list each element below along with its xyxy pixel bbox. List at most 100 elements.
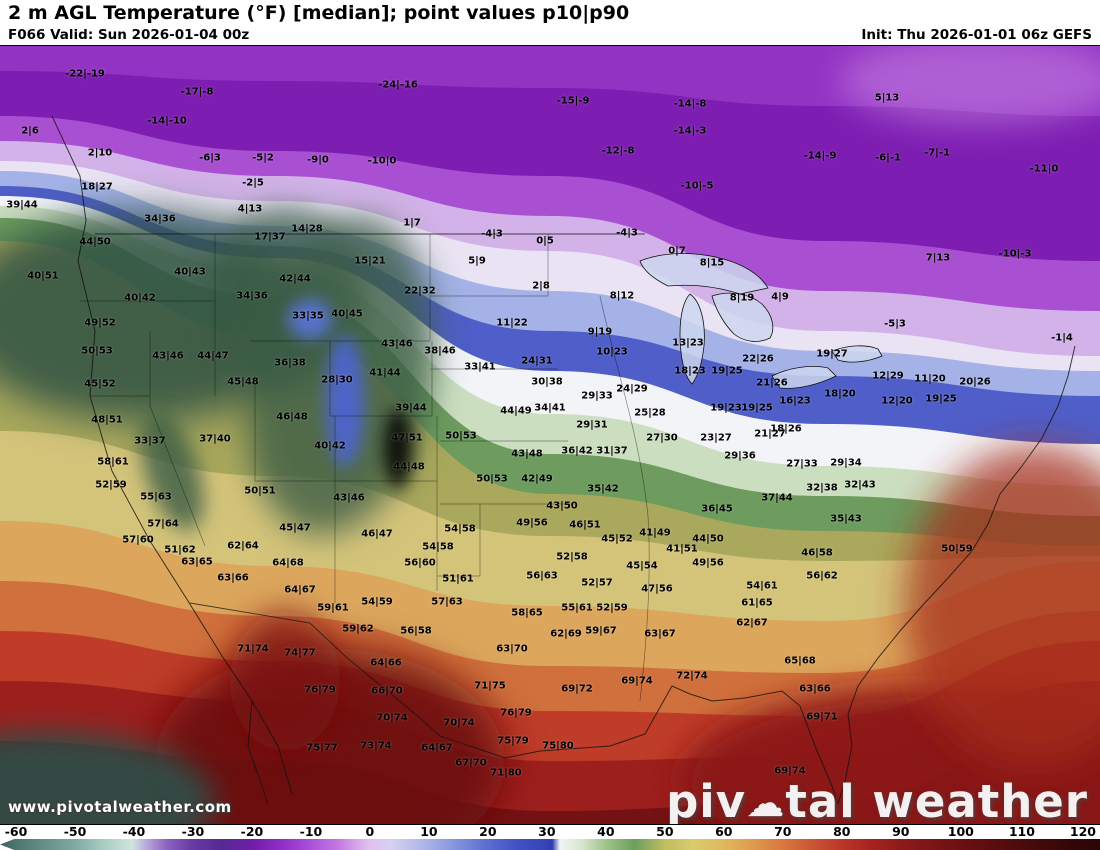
colorbar-tick: 10 (420, 824, 438, 839)
colorbar-tick: 100 (947, 824, 974, 839)
point-value: 50|51 (244, 485, 276, 497)
point-value: 59|62 (342, 623, 374, 635)
point-value: -17|-8 (180, 86, 214, 98)
point-value: 76|79 (304, 684, 336, 696)
title-bar: 2 m AGL Temperature (°F) [median]; point… (0, 0, 1100, 27)
point-value: 29|31 (576, 419, 608, 431)
colorbar-tick: -30 (181, 824, 205, 839)
point-value: 72|74 (676, 670, 708, 682)
point-value: 40|51 (27, 270, 59, 282)
point-value: 27|30 (646, 432, 678, 444)
point-value: 40|45 (331, 308, 363, 320)
point-value: 29|33 (581, 390, 613, 402)
colorbar-tick: 110 (1008, 824, 1035, 839)
point-value: 25|28 (634, 407, 666, 419)
point-value: 4|9 (771, 291, 789, 303)
point-value: 18|27 (81, 181, 113, 193)
point-value: 69|74 (621, 675, 653, 687)
colorbar-tick: 120 (1069, 824, 1096, 839)
point-value: 54|59 (361, 596, 393, 608)
colorbar: -60 -50 -40 -30 -20 -10 0 10 20 30 40 50 60 70 80 90 100… (0, 825, 1100, 850)
colorbar-tick: 90 (892, 824, 910, 839)
point-value: 42|49 (521, 473, 553, 485)
point-value: 30|38 (531, 376, 563, 388)
point-value: 55|61 (561, 602, 593, 614)
point-value: 36|45 (701, 503, 733, 515)
colorbar-tick: 70 (774, 824, 792, 839)
point-value: 75|77 (306, 742, 338, 754)
colorbar-tick: 30 (538, 824, 556, 839)
point-value: 49|56 (692, 557, 724, 569)
point-value: 75|79 (497, 735, 529, 747)
point-value: 59|61 (317, 602, 349, 614)
point-value: 65|68 (784, 655, 816, 667)
point-value: 41|44 (369, 367, 401, 379)
point-value: 44|47 (197, 350, 229, 362)
point-value: 29|34 (830, 457, 862, 469)
point-value: -9|0 (307, 154, 329, 166)
point-value: 13|23 (672, 337, 704, 349)
point-value: 70|74 (443, 717, 475, 729)
point-value: -14|-3 (673, 125, 707, 137)
point-value: 23|27 (700, 432, 732, 444)
point-value: 55|63 (140, 491, 172, 503)
colorbar-tick: -20 (240, 824, 264, 839)
point-value: 69|71 (806, 711, 838, 723)
point-value: 71|75 (474, 680, 506, 692)
valid-time: F066 Valid: Sun 2026-01-04 00z (8, 27, 250, 43)
point-value: 50|59 (941, 543, 973, 555)
point-value: 69|72 (561, 683, 593, 695)
point-value: 33|35 (292, 310, 324, 322)
colorbar-tick: 20 (479, 824, 497, 839)
point-value: -5|3 (884, 318, 906, 330)
point-value: 24|29 (616, 383, 648, 395)
point-value: 40|42 (314, 440, 346, 452)
great-lakes (639, 253, 883, 389)
point-value: 42|44 (279, 273, 311, 285)
point-value: 56|58 (400, 625, 432, 637)
point-value: -2|5 (242, 177, 264, 189)
point-value: 34|36 (236, 290, 268, 302)
point-value: 75|80 (542, 740, 574, 752)
point-value: 2|6 (21, 125, 39, 137)
point-value: 7|13 (925, 252, 951, 264)
point-value: 37|44 (761, 492, 793, 504)
geography-overlay (51, 115, 1076, 806)
point-value: 61|65 (741, 597, 773, 609)
point-value: 36|38 (274, 357, 306, 369)
state-borders (80, 234, 650, 702)
point-value: -10|-3 (998, 248, 1032, 260)
point-value: 43|46 (381, 338, 413, 350)
point-value: 11|22 (496, 317, 528, 329)
colorbar-tick: -10 (299, 824, 323, 839)
point-value: 63|70 (496, 643, 528, 655)
point-value: 12|29 (872, 370, 904, 382)
point-value: 2|8 (532, 280, 550, 292)
point-value: 29|36 (724, 450, 756, 462)
point-value: -14|-9 (803, 150, 837, 162)
point-value: 18|20 (824, 388, 856, 400)
point-value: 15|21 (354, 255, 386, 267)
point-value: -10|-5 (680, 180, 714, 192)
point-value: -6|3 (199, 152, 221, 164)
point-value: 64|66 (370, 657, 402, 669)
point-value: 2|10 (87, 147, 113, 159)
point-value: 47|51 (391, 432, 423, 444)
point-value: 54|58 (444, 523, 476, 535)
point-value: 35|43 (830, 513, 862, 525)
point-value: 19|25 (925, 393, 957, 405)
point-value: 33|37 (134, 435, 166, 447)
point-value: 46|51 (569, 519, 601, 531)
point-value: 24|31 (521, 355, 553, 367)
point-value: 0|7 (668, 245, 686, 257)
brand-text-right: tal weather (785, 775, 1088, 825)
point-value: 64|68 (272, 557, 304, 569)
colorbar-tick: 0 (365, 824, 375, 839)
point-value: 71|80 (490, 767, 522, 779)
point-value: 45|52 (84, 378, 116, 390)
colorbar-strip (0, 839, 1100, 850)
meta-bar: F066 Valid: Sun 2026-01-04 00z Init: Thu… (0, 27, 1100, 45)
point-value: 54|58 (422, 541, 454, 553)
point-value: -10|0 (367, 155, 397, 167)
point-value: -1|4 (1051, 332, 1073, 344)
